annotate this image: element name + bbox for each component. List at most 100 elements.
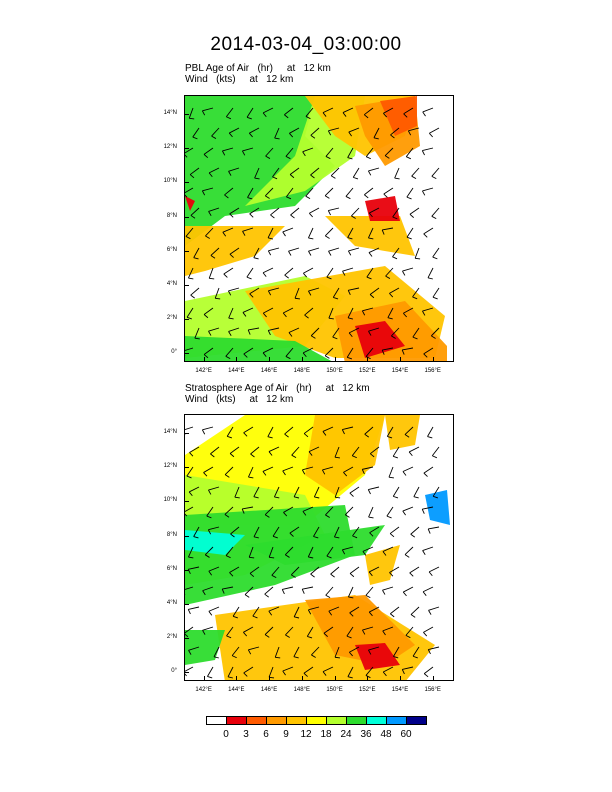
- wind-barb: [185, 586, 194, 595]
- wind-barb: [194, 327, 200, 340]
- wind-barb: [188, 267, 194, 280]
- colorbar-label: 24: [340, 729, 352, 740]
- wind-barb: [243, 666, 254, 677]
- y-tick-mark: [184, 284, 189, 286]
- wind-barb: [325, 147, 334, 160]
- wind-barb: [422, 107, 434, 117]
- wind-barb: [242, 227, 254, 236]
- wind-barb: [432, 247, 440, 260]
- wind-barb: [189, 446, 200, 457]
- y-tick-mark: [184, 603, 189, 605]
- wind-barb: [185, 347, 194, 356]
- wind-barb: [389, 287, 400, 298]
- wind-barb: [405, 626, 414, 639]
- wind-barb: [186, 466, 194, 479]
- wind-barb: [309, 207, 320, 218]
- wind-barb: [201, 107, 214, 116]
- wind-barb: [392, 247, 400, 260]
- x-tick-mark: [334, 357, 336, 362]
- wind-barb: [334, 446, 340, 459]
- wind-barb: [402, 506, 414, 516]
- colorbar-label: 60: [400, 729, 412, 740]
- x-tick-label: 152°E: [359, 368, 376, 374]
- wind-barb: [272, 526, 280, 539]
- wind-barb: [348, 247, 360, 256]
- wind-barb: [322, 426, 334, 436]
- wind-barb: [247, 646, 260, 655]
- wind-barb: [368, 167, 380, 176]
- wind-barb: [206, 506, 214, 519]
- wind-barb: [242, 307, 254, 317]
- wind-barb: [368, 646, 380, 655]
- wind-barb: [272, 167, 280, 180]
- wind-barb: [264, 187, 274, 199]
- wind-barb: [369, 526, 380, 537]
- y-tick-label: 14°N: [163, 428, 177, 435]
- wind-barb: [348, 327, 360, 338]
- wind-barb: [185, 227, 194, 240]
- wind-barb: [347, 147, 354, 160]
- wind-barb: [229, 207, 240, 218]
- y-tick-label: 8°N: [166, 531, 177, 538]
- map-svg: [185, 415, 450, 680]
- y-tick-mark: [184, 638, 189, 640]
- colorbar-label: 0: [223, 729, 229, 740]
- wind-barb: [421, 506, 434, 514]
- wind-barb: [394, 167, 400, 180]
- y-tick-label: 14°N: [163, 109, 177, 116]
- y-tick-label: 6°N: [166, 565, 177, 572]
- wind-barb: [226, 626, 234, 639]
- colorbar-box: [206, 716, 227, 725]
- wind-barb: [381, 227, 394, 235]
- wind-barb: [328, 247, 340, 256]
- wind-barb: [382, 546, 394, 556]
- wind-barb: [373, 127, 380, 140]
- wind-barb: [406, 187, 414, 200]
- wind-barb: [250, 446, 260, 458]
- wind-barb: [201, 187, 214, 196]
- colorbar-box: [286, 716, 307, 725]
- wind-barb: [334, 486, 341, 499]
- wind-barb: [265, 147, 274, 159]
- wind-barb: [409, 566, 420, 577]
- wind-barb: [187, 606, 200, 615]
- wind-barb: [246, 107, 254, 120]
- y-tick-label: 4°N: [166, 599, 177, 606]
- wind-barb: [330, 167, 340, 179]
- wind-barb: [427, 646, 440, 655]
- wind-barb: [304, 307, 314, 319]
- wind-barb: [207, 526, 220, 535]
- wind-barb: [302, 347, 314, 358]
- x-tick-label: 150°E: [326, 368, 343, 374]
- x-tick-label: 144°E: [228, 687, 245, 693]
- wind-barb: [262, 267, 274, 277]
- wind-barb: [248, 466, 254, 479]
- wind-barb: [333, 526, 340, 539]
- wind-barb: [313, 526, 320, 539]
- wind-barb: [369, 446, 380, 458]
- wind-barb: [404, 426, 414, 438]
- wind-barb: [431, 167, 440, 180]
- wind-barb: [389, 566, 400, 577]
- colorbar-box: [326, 716, 347, 725]
- wind-barb: [264, 626, 274, 638]
- wind-barb: [185, 506, 194, 517]
- wind-barb: [368, 247, 380, 257]
- y-tick-mark: [184, 569, 189, 571]
- wind-barb: [368, 506, 374, 519]
- wind-barb: [285, 626, 294, 638]
- wind-barb: [281, 586, 294, 595]
- wind-barb: [227, 666, 234, 679]
- wind-barb: [341, 546, 354, 555]
- wind-barb: [227, 287, 240, 296]
- wind-barb: [289, 167, 300, 179]
- wind-barb: [328, 307, 334, 320]
- x-tick-label: 146°E: [260, 368, 278, 374]
- x-tick-mark: [432, 676, 434, 681]
- y-tick-mark: [184, 148, 189, 150]
- age-field-patch: [365, 196, 400, 221]
- wind-barb: [302, 506, 314, 516]
- wind-barb: [214, 287, 221, 300]
- wind-barb: [347, 287, 360, 295]
- colorbar-box: [346, 716, 367, 725]
